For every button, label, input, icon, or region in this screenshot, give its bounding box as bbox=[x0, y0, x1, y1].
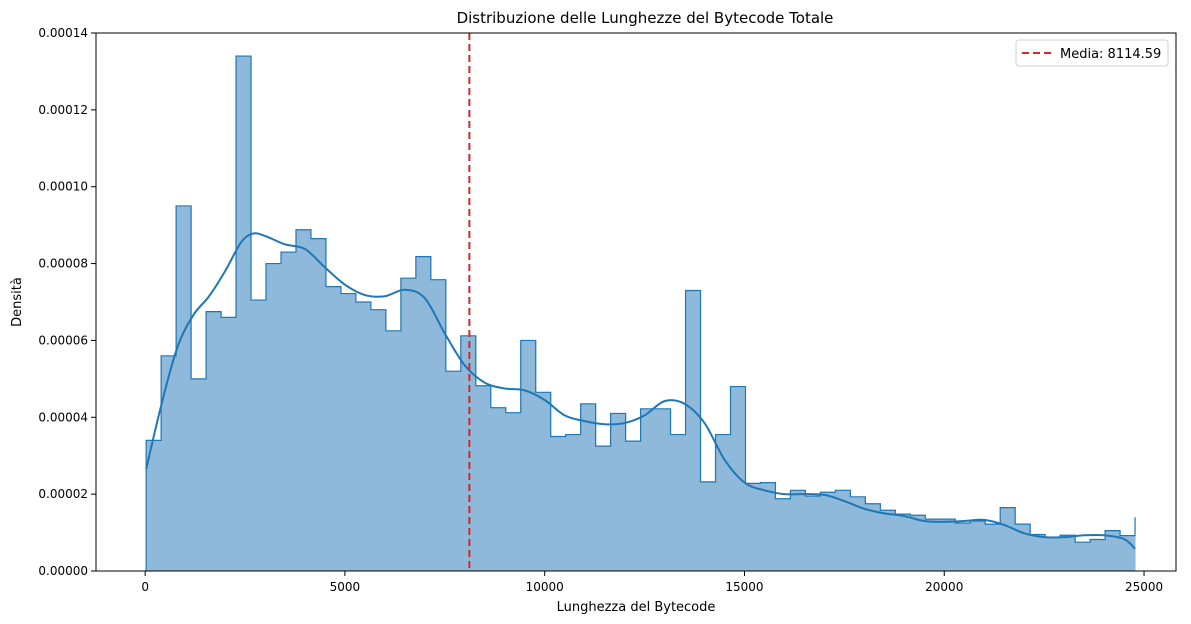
histogram-bar bbox=[610, 413, 627, 571]
histogram-bar bbox=[1090, 539, 1106, 571]
histogram-bar bbox=[520, 340, 537, 571]
histogram-bar bbox=[910, 515, 926, 571]
histogram-bar bbox=[236, 56, 252, 572]
x-tick-label: 15000 bbox=[725, 580, 763, 594]
histogram-bar bbox=[505, 412, 522, 571]
y-tick-label: 0.00012 bbox=[38, 103, 88, 117]
histogram-bar bbox=[670, 434, 687, 571]
y-tick-label: 0.00006 bbox=[38, 333, 88, 347]
histogram-bar bbox=[161, 355, 177, 571]
histogram-bar bbox=[685, 290, 702, 571]
histogram-bar bbox=[805, 496, 821, 571]
histogram-bar bbox=[955, 522, 971, 571]
y-tick-label: 0.00010 bbox=[38, 180, 88, 194]
histogram-bar bbox=[355, 302, 372, 571]
histogram-bar bbox=[176, 205, 192, 571]
histogram-bar bbox=[266, 263, 282, 571]
histogram-bar bbox=[715, 434, 731, 571]
histogram-bar bbox=[490, 407, 507, 571]
legend: Media: 8114.59 bbox=[1015, 39, 1169, 67]
histogram-bar bbox=[191, 378, 207, 571]
histogram-bar bbox=[835, 490, 851, 571]
histogram-bar bbox=[775, 498, 791, 571]
histogram-bar bbox=[340, 293, 357, 571]
histogram-bar bbox=[865, 503, 881, 571]
histogram-bar bbox=[385, 330, 402, 571]
legend-label-mean: Media: 8114.59 bbox=[1060, 47, 1161, 62]
histogram-bar bbox=[1015, 524, 1031, 571]
x-tick-label: 0 bbox=[141, 580, 149, 594]
histogram-bar bbox=[700, 481, 717, 571]
histogram-bar bbox=[445, 371, 462, 571]
x-tick-label: 25000 bbox=[1125, 580, 1163, 594]
histogram-bar bbox=[400, 278, 417, 571]
plot-frame bbox=[95, 32, 1177, 572]
histogram-bar bbox=[1045, 537, 1061, 571]
x-tick-label: 5000 bbox=[330, 580, 361, 594]
histogram-bar bbox=[985, 524, 1001, 571]
histogram-bar bbox=[745, 483, 761, 571]
y-tick-label: 0.00008 bbox=[38, 257, 88, 271]
histogram-bar bbox=[580, 403, 597, 571]
histogram-bar bbox=[565, 434, 582, 571]
y-tick-label: 0.00000 bbox=[38, 564, 88, 578]
y-tick-label: 0.00004 bbox=[38, 410, 88, 424]
histogram-bar bbox=[370, 309, 387, 571]
histogram-bar bbox=[790, 490, 806, 571]
histogram-bar bbox=[280, 252, 297, 572]
histogram-bar bbox=[595, 446, 612, 571]
histogram-bar bbox=[415, 256, 432, 571]
histogram-bar bbox=[535, 392, 552, 571]
histogram-bar bbox=[625, 441, 642, 571]
histogram-bars bbox=[146, 56, 1136, 572]
histogram-bar bbox=[295, 229, 312, 572]
histogram-bar bbox=[760, 482, 776, 571]
x-axis-title: Lunghezza del Bytecode bbox=[557, 600, 716, 615]
x-axis: 0 5000 10000 15000 20000 25000 bbox=[141, 571, 1163, 594]
y-axis: 0.00000 0.00002 0.00004 0.00006 0.00008 0.000… bbox=[38, 26, 96, 578]
histogram-bar bbox=[430, 279, 447, 571]
histogram-bar bbox=[325, 286, 342, 571]
histogram-bar bbox=[1030, 534, 1046, 571]
histogram-bar bbox=[1060, 535, 1076, 571]
histogram-bar bbox=[730, 386, 746, 571]
histogram-bar bbox=[1000, 507, 1016, 571]
histogram-bar bbox=[221, 317, 237, 571]
histogram-bar bbox=[310, 238, 327, 572]
histogram-bar bbox=[640, 408, 657, 571]
histogram-bar bbox=[251, 300, 267, 571]
histogram-bar bbox=[655, 408, 672, 571]
y-tick-label: 0.00014 bbox=[38, 26, 88, 40]
x-tick-label: 20000 bbox=[925, 580, 963, 594]
x-tick-label: 10000 bbox=[526, 580, 564, 594]
y-axis-title: Densità bbox=[10, 277, 25, 327]
histogram-bar bbox=[146, 440, 162, 571]
histogram-bar bbox=[820, 492, 836, 571]
legend-box bbox=[1015, 39, 1169, 67]
histogram-bar bbox=[880, 510, 896, 571]
kde-curve bbox=[145, 232, 1136, 550]
histogram-bar bbox=[475, 385, 492, 571]
histogram-bar bbox=[970, 521, 986, 571]
histogram-bar bbox=[895, 514, 911, 571]
histogram-bar bbox=[850, 496, 866, 571]
histogram-bar bbox=[1075, 542, 1091, 571]
chart-title: Distribuzione delle Lunghezze del Byteco… bbox=[457, 9, 834, 27]
histogram-bar bbox=[925, 519, 941, 571]
histogram-bar bbox=[940, 519, 956, 571]
histogram-bar bbox=[206, 311, 222, 571]
histogram-bar bbox=[550, 436, 567, 571]
histogram-bar bbox=[1105, 530, 1121, 571]
y-tick-label: 0.00002 bbox=[38, 487, 88, 501]
